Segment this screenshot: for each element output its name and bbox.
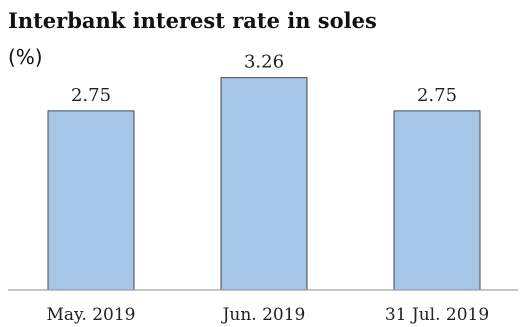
value-label-2: 3.26 xyxy=(244,52,284,73)
bar-3 xyxy=(393,110,481,291)
bar-1 xyxy=(47,110,135,291)
value-label-1: 2.75 xyxy=(71,85,111,106)
x-tick-label-1: May. 2019 xyxy=(47,305,136,325)
value-label-3: 2.75 xyxy=(417,85,457,106)
x-tick-label-3: 31 Jul. 2019 xyxy=(385,305,489,325)
chart-title: Interbank interest rate in soles xyxy=(8,8,377,33)
bar-2 xyxy=(220,77,308,291)
chart-subtitle: (%) xyxy=(8,45,43,69)
x-tick-label-2: Jun. 2019 xyxy=(221,305,306,325)
